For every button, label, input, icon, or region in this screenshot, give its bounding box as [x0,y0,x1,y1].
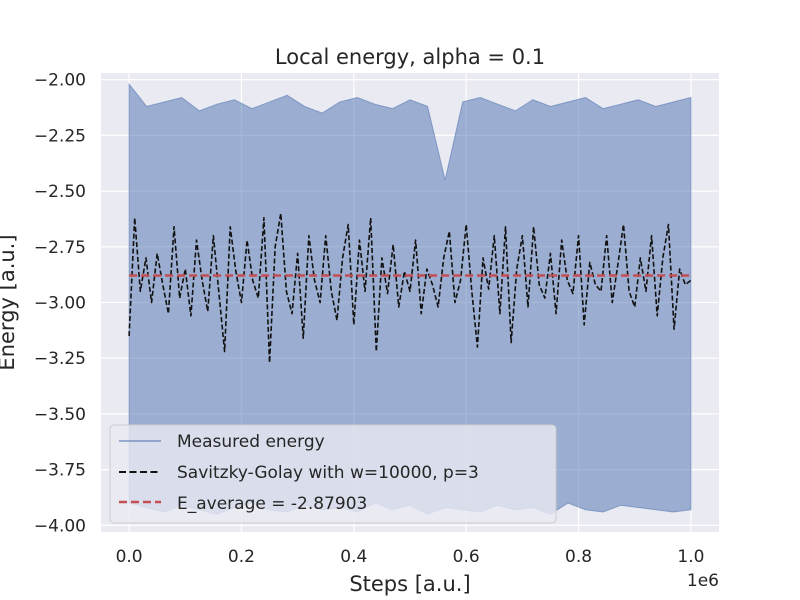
legend-box [109,424,557,524]
legend-label-savitzky-golay: Savitzky-Golay with w=10000, p=3 [177,463,479,483]
x-tick-label: 0.2 [228,547,255,567]
legend-label-e-average: E_average = -2.87903 [177,494,367,514]
y-tick-label: −3.50 [34,405,86,425]
y-axis-label: Energy [a.u.] [0,234,19,370]
y-tick-label: −2.75 [34,238,86,258]
x-axis: 0.0 0.2 0.4 0.6 0.8 1.0 [116,547,705,567]
chart-title: Local energy, alpha = 0.1 [275,45,545,69]
savitzky-golay-line [128,212,692,364]
x-tick-label: 1.0 [677,547,704,567]
x-tick-label: 0.6 [453,547,480,567]
y-tick-label: −4.00 [34,516,86,536]
y-tick-label: −2.00 [34,71,86,91]
legend: Measured energy Savitzky-Golay with w=10… [109,424,557,524]
y-axis: −2.00 −2.25 −2.50 −2.75 −3.00 −3.25 −3.50 −3.75… [34,71,86,537]
x-offset-text: 1e6 [687,571,719,591]
y-tick-label: −3.75 [34,461,86,481]
legend-label-measured-energy: Measured energy [177,432,325,452]
plot-marks [128,82,692,515]
x-tick-label: 0.0 [116,547,143,567]
y-tick-label: −2.50 [34,182,86,202]
y-tick-label: −3.25 [34,349,86,369]
x-axis-label: Steps [a.u.] [349,572,470,596]
y-tick-label: −3.00 [34,294,86,314]
x-tick-label: 0.4 [340,547,367,567]
y-tick-label: −2.25 [34,126,86,146]
x-tick-label: 0.8 [565,547,592,567]
